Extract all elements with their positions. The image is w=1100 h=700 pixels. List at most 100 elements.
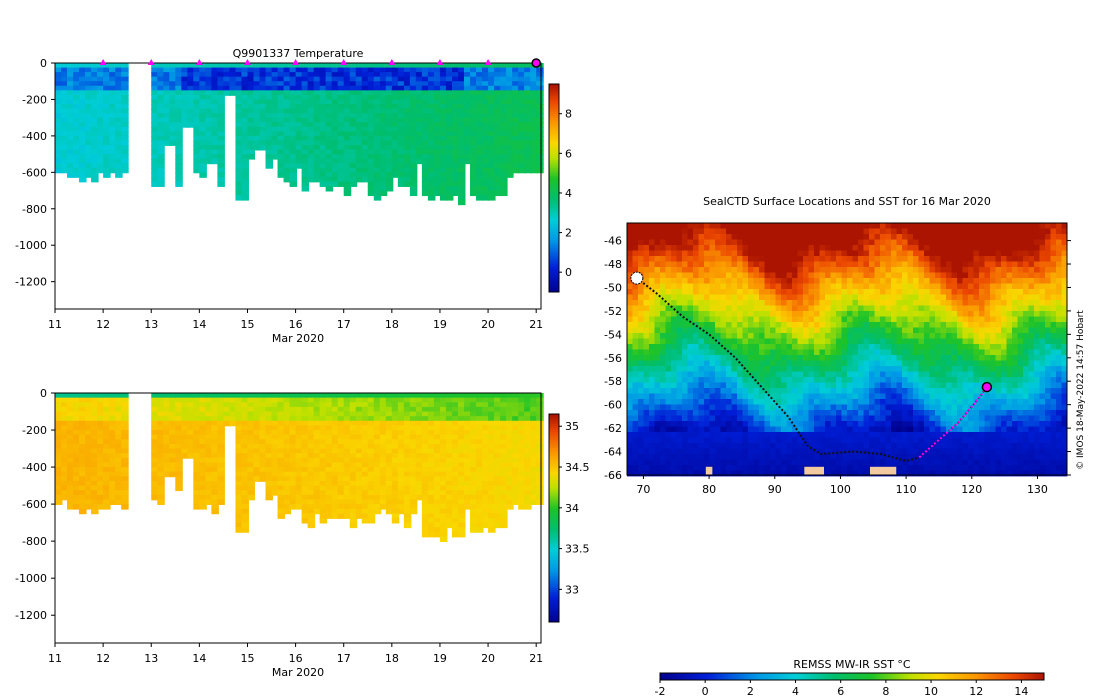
profile-cell <box>103 99 111 105</box>
colorbar-band <box>549 558 559 561</box>
profile-cell <box>199 453 207 459</box>
profile-cell <box>277 154 286 160</box>
sst-cell <box>687 228 694 235</box>
sst-cell <box>885 228 892 235</box>
profile-cell <box>169 131 177 137</box>
profile-cell <box>211 158 219 165</box>
profile-cell <box>512 434 520 441</box>
profile-cell <box>205 453 213 459</box>
sst-cell <box>748 239 754 246</box>
profile-cell <box>464 480 472 487</box>
profile-cell <box>488 81 496 87</box>
profile-cell <box>331 406 340 413</box>
profile-cell <box>193 90 201 96</box>
sst-cell <box>973 228 980 235</box>
profile-cell <box>73 131 81 137</box>
profile-cell <box>403 172 412 178</box>
profile-cell <box>343 167 352 174</box>
profile-cell <box>451 81 460 87</box>
profile-cell <box>409 163 418 169</box>
profile-cell <box>500 158 508 165</box>
profile-cell <box>277 167 286 174</box>
sst-cell <box>797 223 804 229</box>
profile-cell <box>295 480 304 487</box>
profile-cell <box>451 108 460 115</box>
profile-cell <box>409 508 418 515</box>
profile-cell <box>253 420 261 427</box>
sst-cell <box>863 245 870 251</box>
profile-cell <box>530 494 538 501</box>
profile-cell <box>494 439 502 445</box>
profile-cell <box>217 163 225 169</box>
profile-cell <box>169 113 177 119</box>
profile-cell <box>355 131 364 137</box>
profile-cell <box>415 490 424 496</box>
profile-cell <box>313 163 322 169</box>
sst-cell <box>693 272 699 279</box>
sst-cell <box>1017 267 1024 273</box>
profile-cell <box>409 186 418 192</box>
profile-cell <box>283 81 292 87</box>
profile-cell <box>211 90 219 96</box>
profile-cell <box>253 448 261 455</box>
profile-cell <box>271 416 280 422</box>
profile-cell <box>157 172 165 178</box>
profile-cell <box>307 108 316 115</box>
profile-cell <box>397 149 406 156</box>
profile-cell <box>325 508 334 515</box>
colorbar-band <box>549 220 559 223</box>
profile-cell <box>121 462 129 468</box>
sst-cell <box>737 272 743 279</box>
colorbar-band <box>549 500 559 503</box>
profile-cell <box>289 406 298 413</box>
profile-cell <box>283 457 292 464</box>
profile-cell <box>319 420 328 427</box>
colorbar-band <box>549 600 559 603</box>
sst-cell <box>808 261 815 268</box>
profile-cell <box>205 140 213 146</box>
profile-cell <box>506 158 514 165</box>
sst-cell <box>715 239 721 246</box>
sst-cell <box>764 228 771 235</box>
profile-cell <box>277 425 286 431</box>
profile-cell <box>403 117 412 124</box>
profile-cell <box>85 406 93 413</box>
profile-cell <box>488 117 496 124</box>
profile-cell <box>271 85 280 92</box>
profile-cell <box>415 135 424 142</box>
profile-cell <box>482 411 490 418</box>
sst-cell <box>940 228 947 235</box>
profile-cell <box>349 72 358 78</box>
profile-cell <box>385 430 394 436</box>
profile-cell <box>265 99 274 105</box>
profile-cell <box>121 471 129 478</box>
profile-cell <box>163 425 171 431</box>
profile-cell <box>151 145 159 151</box>
profile-cell <box>385 108 394 115</box>
sst-cell <box>995 256 1002 262</box>
sst-cell <box>968 272 974 279</box>
profile-cell <box>433 430 442 436</box>
profile-cell <box>241 494 249 501</box>
colorbar-band <box>549 458 559 461</box>
profile-cell <box>61 158 69 165</box>
profile-cell <box>55 145 63 151</box>
profile-cell <box>121 411 129 418</box>
profile-cell <box>470 439 478 445</box>
profile-cell <box>109 443 117 450</box>
profile-cell <box>121 406 129 413</box>
profile-cell <box>235 158 243 165</box>
profile-cell <box>482 167 490 174</box>
profile-cell <box>181 67 189 74</box>
profile-cell <box>211 393 219 399</box>
profile-cell <box>482 99 490 105</box>
profile-cell <box>283 108 292 115</box>
profile-cell <box>325 393 334 399</box>
profile-cell <box>500 149 508 156</box>
profile-cell <box>277 135 286 142</box>
profile-cell <box>379 140 388 146</box>
sst-cell <box>720 272 727 279</box>
profile-cell <box>361 67 370 74</box>
profile-cell <box>73 393 81 399</box>
profile-cell <box>373 113 382 119</box>
